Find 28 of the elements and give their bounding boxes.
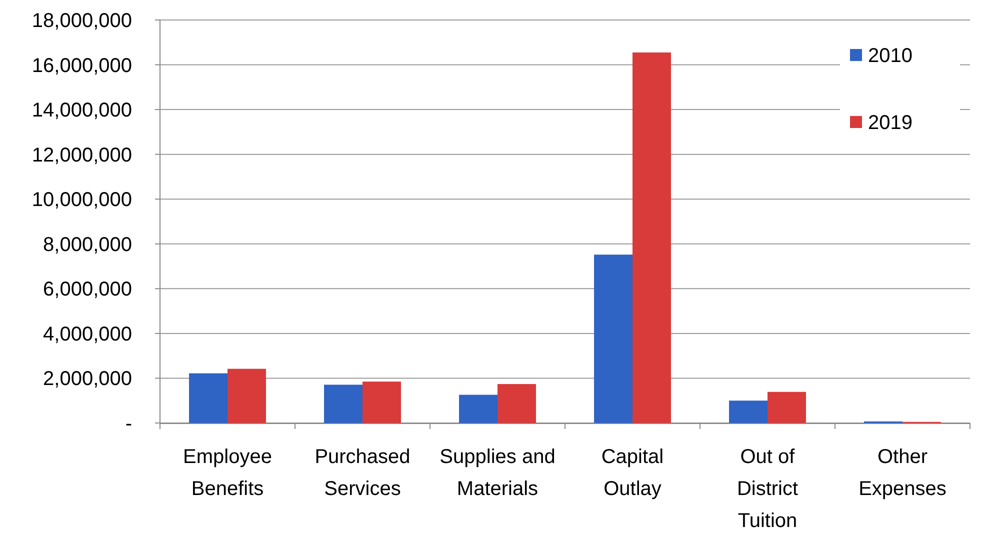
bar [362,382,401,423]
y-tick-label: - [125,413,132,435]
legend-label: 2010 [868,45,912,67]
y-tick-label: 16,000,000 [32,54,132,77]
bar [459,394,498,423]
x-tick-label: Capital Outlay [601,446,664,500]
legend-label: 2019 [868,112,912,134]
bar [594,254,632,423]
y-tick-label: 2,000,000 [43,368,132,390]
bar [632,52,671,423]
x-tick-label: Employee Benefits [183,446,272,500]
y-tick-label: 10,000,000 [32,189,132,212]
y-tick-label: 18,000,000 [32,10,132,32]
y-tick-label: 6,000,000 [43,278,132,301]
y-tick-label: 8,000,000 [43,234,132,256]
bar [324,384,362,423]
x-tick-label: Other Expenses [858,446,946,500]
bar [228,368,266,423]
y-tick-label: 4,000,000 [43,323,132,346]
bar [768,392,806,423]
y-tick-label: 12,000,000 [32,144,132,166]
x-tick-label: Supplies and Materials [440,446,556,500]
x-tick-label: Out of District Tuition [736,446,798,532]
bar [189,373,228,423]
x-tick-label: Purchased Services [314,446,410,500]
bar [729,400,768,423]
y-tick-label: 14,000,000 [32,100,132,122]
bar [498,384,536,423]
